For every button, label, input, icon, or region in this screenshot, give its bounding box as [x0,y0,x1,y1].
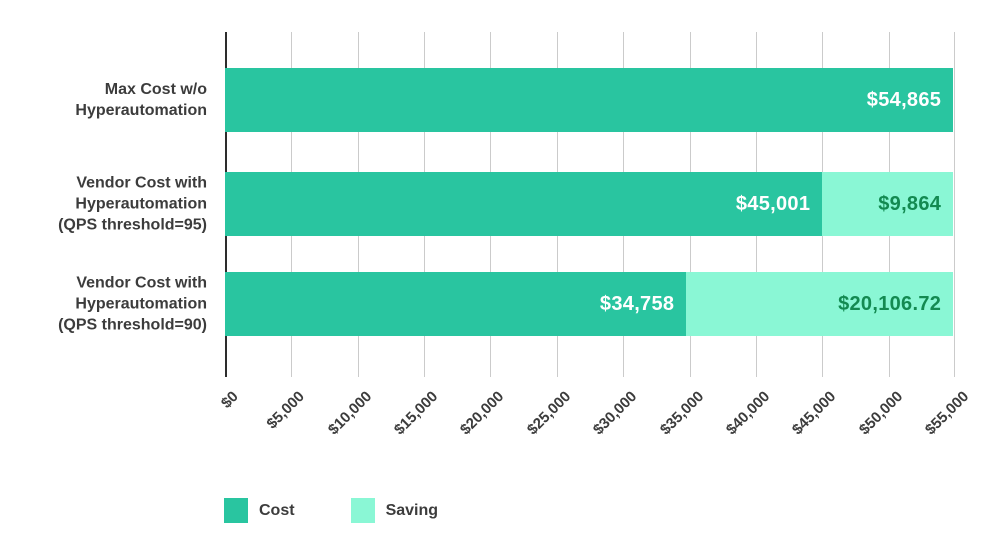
bar-value-label: $20,106.72 [838,293,942,315]
bar-segment-saving: $9,864 [822,172,954,236]
category-label-line: Hyperautomation [75,102,207,119]
bar-value-label: $54,865 [866,89,942,111]
bar-row: $34,758 $20,106.72 [225,272,955,336]
category-label: Max Cost w/o Hyperautomation [0,79,207,121]
x-tick-label: $35,000 [656,388,708,439]
x-tick-label: $0 [218,388,243,412]
plot-area: $54,865 $45,001 $9,864 $34,758 $20,106.72 $0… [218,32,972,438]
category-label-line: Vendor Cost with [76,174,207,192]
x-tick-label: $15,000 [390,388,442,439]
x-tick-label: $25,000 [523,388,575,439]
legend-swatch-saving-icon [350,498,375,523]
x-tick-label: $5,000 [263,388,309,433]
legend: Cost Saving [224,498,438,523]
category-label-line: (QPS threshold=90) [58,316,207,334]
category-label: Vendor Cost with Hyperautomation (QPS thre… [0,173,207,236]
category-label-line: (QPS threshold=95) [58,216,207,234]
category-label: Vendor Cost with Hyperautomation (QPS thre… [0,273,207,336]
category-label-line: Hyperautomation [75,295,207,313]
bar-value-label: $34,758 [599,293,675,315]
x-tick-label: $45,000 [788,388,840,439]
category-label-line: Vendor Cost with [76,274,207,292]
legend-label-saving: Saving [385,501,439,519]
gridline [954,32,955,377]
x-tick-label: $55,000 [921,388,973,439]
x-tick-label: $30,000 [589,388,641,439]
legend-label-cost: Cost [259,501,295,519]
category-label-line: Max Cost w/o [104,81,207,98]
bar-row: $45,001 $9,864 [225,172,955,236]
x-tick-label: $10,000 [324,388,376,439]
legend-swatch-cost-icon [224,498,248,523]
legend-item-saving: Saving [350,498,439,523]
bar-segment-cost: $54,865 [225,68,954,132]
legend-item-cost: Cost [224,498,295,523]
x-tick-label: $20,000 [456,388,508,439]
bar-segment-saving: $20,106.72 [686,272,954,336]
x-tick-label: $40,000 [722,388,774,439]
bar-segment-cost: $34,758 [225,272,687,336]
category-label-line: Hyperautomation [75,195,207,213]
bar-row: $54,865 [225,68,955,132]
bar-segment-cost: $45,001 [225,172,823,236]
x-tick-label: $50,000 [855,388,907,439]
bar-value-label: $45,001 [735,193,811,215]
bar-value-label: $9,864 [878,193,942,215]
